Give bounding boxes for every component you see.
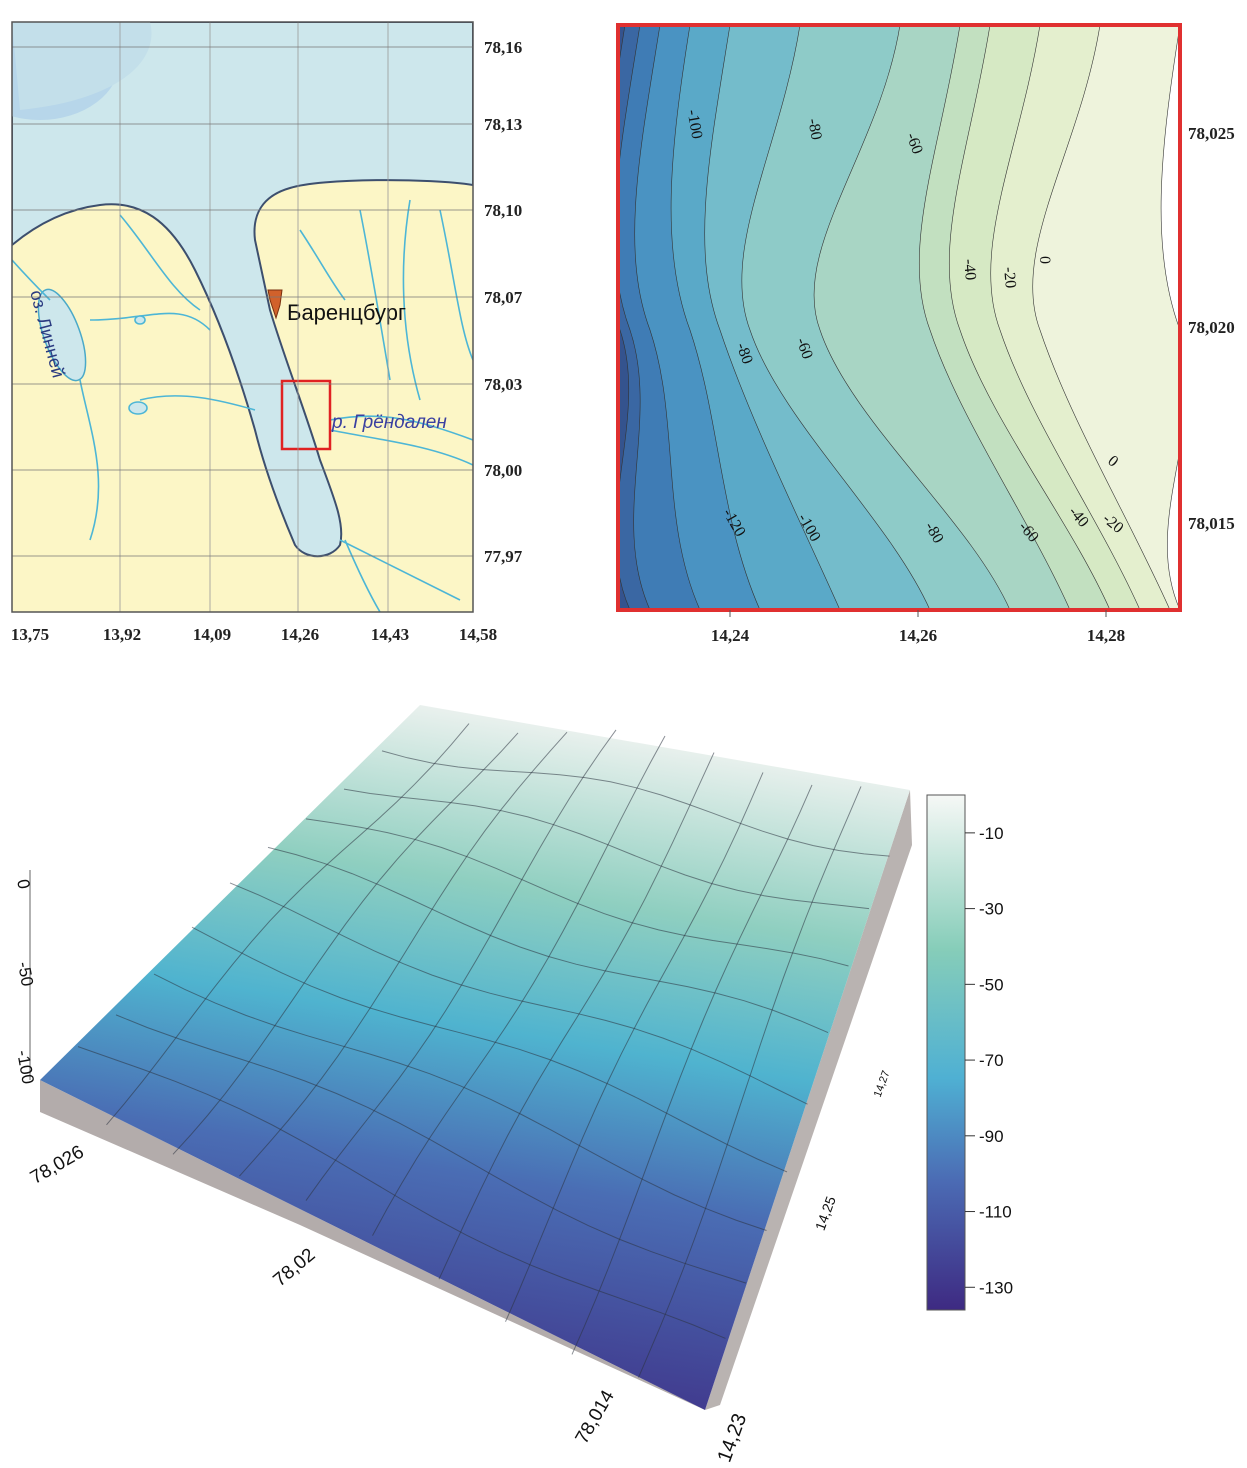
contour-label: 0 xyxy=(1036,256,1053,264)
y-tick-label: 78,015 xyxy=(1188,514,1235,533)
colorbar-tick-label: -10 xyxy=(979,824,1004,843)
x-tick-label: 14,26 xyxy=(281,625,319,644)
y-tick-label: 78,10 xyxy=(484,201,522,220)
x-tick-label: 13,92 xyxy=(103,625,141,644)
contour-band xyxy=(618,25,1180,610)
colorbar-tick-label: -110 xyxy=(979,1203,1012,1222)
z-tick-label: -100 xyxy=(13,1049,38,1086)
figure: Баренцбург р. Грёндален оз. Линней 13,75… xyxy=(0,0,1247,1468)
y-tick-label: 14,27 xyxy=(872,1069,893,1099)
x-tick-label: 14,43 xyxy=(371,625,409,644)
x-tick-label: 14,26 xyxy=(899,626,937,645)
colorbar-ticks: -10 -30 -50 -70 -90 -110 -130 xyxy=(965,824,1013,1297)
x-tick-label: 78,026 xyxy=(27,1142,88,1189)
map-panel: Баренцбург р. Грёндален оз. Линней xyxy=(0,0,473,612)
y-tick-label: 78,00 xyxy=(484,461,522,480)
z-tick-label: 0 xyxy=(13,878,33,891)
y-tick-label: 78,07 xyxy=(484,288,523,307)
river-label: р. Грёндален xyxy=(331,412,447,433)
x-tick-label: 78,014 xyxy=(572,1386,619,1447)
contour-label: -20 xyxy=(1000,266,1019,289)
x-tick-label: 14,09 xyxy=(193,625,231,644)
colorbar-tick-label: -70 xyxy=(979,1051,1004,1070)
x-tick-label: 14,24 xyxy=(711,626,750,645)
colorbar-tick-label: -50 xyxy=(979,975,1004,994)
y-tick-label: 78,025 xyxy=(1188,124,1235,143)
colorbar xyxy=(927,795,965,1310)
colorbar-tick-label: -130 xyxy=(979,1278,1013,1297)
colorbar-tick-label: -90 xyxy=(979,1127,1004,1146)
y-tick-label: 78,03 xyxy=(484,375,522,394)
y-tick-label: 14,25 xyxy=(812,1194,839,1233)
colorbar-tick-label: -30 xyxy=(979,900,1004,919)
contour-panel: -100-80-60-40-200-80-60-120-100-80-60-40… xyxy=(603,25,1188,610)
y-tick-label: 78,13 xyxy=(484,115,522,134)
x-tick-label: 14,28 xyxy=(1087,626,1125,645)
y-tick-label: 78,020 xyxy=(1188,318,1235,337)
x-tick-label: 14,58 xyxy=(459,625,497,644)
y-tick-label: 77,97 xyxy=(484,547,523,566)
y-tick-label: 78,16 xyxy=(484,38,522,57)
x-tick-label: 78,02 xyxy=(270,1244,320,1291)
contour-label: -40 xyxy=(960,258,979,281)
page: {"map": {"x_ticks": ["13,75", "13,92", "… xyxy=(0,0,1247,1468)
y-tick-label: 14,23 xyxy=(713,1411,751,1466)
surface-panel: 0 -50 -100 78,026 78,02 78,014 14,23 14,25 14,27… xyxy=(13,705,1013,1465)
z-tick-label: -50 xyxy=(14,960,37,988)
x-tick-label: 13,75 xyxy=(11,625,49,644)
